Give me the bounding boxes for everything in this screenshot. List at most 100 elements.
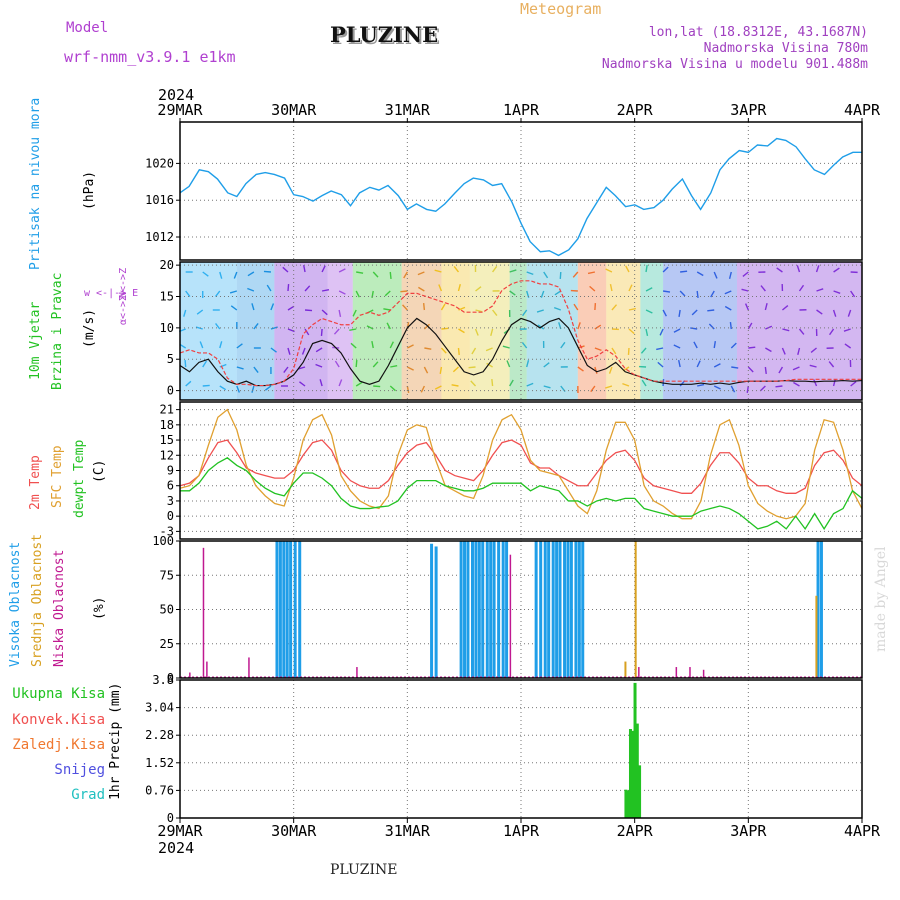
precip-legend-conv: Konvek.Kisa [12, 712, 105, 728]
wind-arrow [420, 385, 426, 393]
time-label-top: 31MAR [385, 101, 431, 119]
wind-arrow [247, 271, 255, 277]
wind-arrow [315, 347, 323, 353]
wind-arrow [236, 343, 243, 349]
temp-line [180, 457, 863, 531]
wind-band [441, 262, 470, 400]
wind-arrow [490, 328, 494, 336]
wind-arrow [423, 366, 429, 374]
cloud-bar [566, 541, 570, 678]
cloud-bar [434, 546, 438, 678]
wind-arrow [457, 347, 460, 356]
wind-arrow [195, 326, 203, 330]
wind-arrow [491, 378, 494, 387]
wind-arrow [792, 366, 800, 371]
cloud-bar [534, 541, 538, 678]
wind-arrow [793, 381, 800, 387]
cloud-bar [189, 672, 191, 678]
wind-arrow [264, 385, 272, 391]
wind-arrow [475, 286, 482, 292]
cloud-bar [285, 541, 289, 678]
year-top: 2024 [158, 86, 194, 104]
wind-arrow [299, 381, 306, 387]
wind-arrow [640, 347, 647, 354]
wind-arrow [543, 385, 551, 389]
wind-band [640, 262, 664, 400]
wind-arrow [691, 309, 698, 316]
wind-arrow [775, 385, 783, 388]
wind-speed-black [179, 317, 863, 387]
wind-arrow [389, 271, 392, 280]
wind-arrow [321, 309, 328, 316]
cloud-bar [298, 541, 302, 678]
cloud-bar [689, 667, 691, 678]
wind-arrow [183, 309, 187, 317]
wind-arrow [526, 382, 534, 387]
wind-arrow [828, 328, 835, 336]
cloud-bar [485, 541, 489, 678]
wind-arrow [611, 304, 618, 311]
precip-bar [626, 790, 630, 818]
wind-arrow [219, 341, 223, 349]
wind-arrow [386, 322, 391, 330]
wind-arrow [713, 363, 721, 368]
wind-arrow [440, 347, 447, 354]
wind-arrow [230, 305, 238, 311]
time-label-top: 30MAR [271, 101, 317, 119]
station-title: PLUZINE [330, 22, 439, 47]
y-tick-label: 3 [167, 494, 174, 508]
wind-arrow [731, 366, 739, 369]
wind-arrow [315, 363, 323, 368]
wind-arrow [384, 290, 391, 297]
wind-arrow [816, 288, 824, 292]
wind-band [401, 262, 442, 400]
wind-arrow [746, 385, 750, 394]
coords-text: lon,lat (18.8312E, 43.1687N) [648, 25, 868, 40]
wind-arrow [645, 264, 648, 273]
y-tick-label: 12 [160, 448, 174, 462]
wind-arrow [304, 309, 313, 312]
wind-band [606, 262, 641, 400]
precip-bar [633, 682, 637, 818]
wind-arrow [847, 309, 852, 317]
y-tick-label: 3.04 [145, 701, 174, 715]
cloud-bar [430, 543, 434, 678]
y-tick-label: 5 [167, 352, 174, 366]
precip-legend-total: Ukupna Kisa [12, 686, 105, 702]
wind-arrow [828, 361, 835, 368]
cloud-bar [501, 541, 505, 678]
panel-frame [179, 540, 863, 679]
wind-arrow [813, 379, 818, 387]
wind-arrow [458, 306, 466, 311]
model-name: wrf-nmm_v3.9.1 e1km [64, 48, 236, 66]
wind-arrow [742, 271, 749, 277]
wind-arrow [832, 379, 836, 387]
wind-arrow [434, 269, 442, 273]
cloud-bar [555, 541, 559, 678]
wind-arrow [594, 366, 598, 374]
wind-arrow [844, 343, 852, 349]
y-tick-label: 75 [160, 568, 174, 582]
wind-arrow [282, 266, 289, 273]
cloud-bar [206, 661, 208, 678]
wind-arrow [403, 271, 408, 279]
wind-speed-red [179, 280, 862, 387]
cloud-bar [815, 595, 818, 678]
wind-arrow [609, 284, 613, 292]
wind-arrow [833, 267, 840, 273]
wind-band [736, 262, 862, 400]
wind-arrow [400, 290, 408, 293]
wind-arrow [338, 268, 346, 273]
wind-arrow [352, 309, 357, 317]
wind-arrow [708, 323, 715, 330]
wind-band [236, 262, 275, 400]
precip-bar [638, 765, 642, 818]
precip-legend-hail: Grad [71, 787, 105, 803]
y-tick-label: 18 [160, 418, 174, 432]
cloud-bar [497, 541, 501, 678]
wind-arrow [423, 323, 430, 330]
wind-arrow [229, 290, 238, 294]
wind-arrow [833, 290, 841, 294]
y-tick-label: 21 [160, 403, 174, 417]
